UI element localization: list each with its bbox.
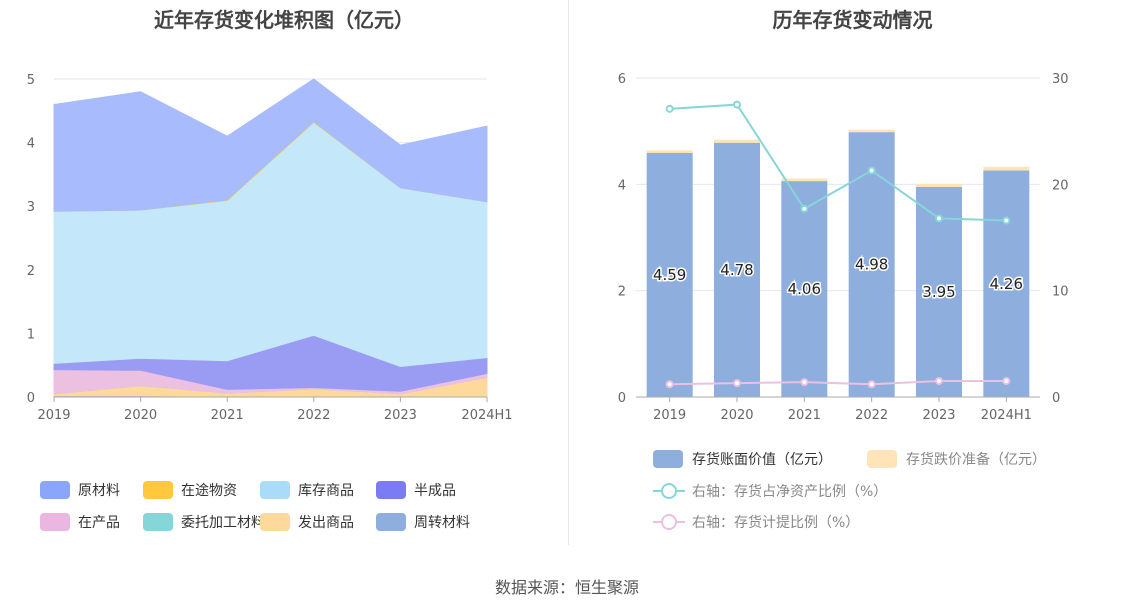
legend-line-marker: [661, 483, 677, 499]
bar-provision: [916, 183, 962, 187]
bar-provision: [983, 166, 1030, 171]
line-series-右轴：存货计提比例（%）: [669, 380, 1007, 386]
y-tick-label: 2: [618, 285, 626, 300]
legend-swatch-在途物资: [143, 481, 173, 499]
legend-label: 在产品: [78, 515, 120, 531]
x-tick-label: 2023: [384, 408, 417, 423]
x-tick-label: 2020: [124, 408, 157, 423]
legend-swatch-半成品: [376, 481, 406, 499]
legend-label: 发出商品: [298, 515, 354, 531]
line-point: [800, 378, 809, 387]
legend-label: 周转材料: [414, 515, 470, 531]
line-point: [800, 204, 809, 213]
stacked-area-chart-panel: 近年存货变化堆积图（亿元） 0 1 2 3 4 5 2019 2020 2021 2022 2023…: [0, 0, 568, 545]
x-tick-label: 2024H1: [981, 408, 1032, 423]
y2-tick-label: 10: [1052, 285, 1069, 300]
x-tick-label: 2019: [37, 408, 70, 423]
bar-provision: [848, 129, 895, 133]
legend-label: 半成品: [414, 483, 456, 499]
legend-label: 右轴：存货占净资产比例（%）: [692, 483, 887, 500]
bar-line-chart-panel: 历年存货变动情况 0 2 4 6 0 10 20 30 4.59 4.78 4.06 4.98 3.95…: [571, 0, 1134, 545]
legend-label: 原材料: [78, 483, 120, 499]
line-point: [665, 104, 674, 113]
legend-line-marker: [661, 514, 677, 530]
y-tick-label: 1: [27, 327, 35, 342]
x-tick-label: 2022: [297, 408, 330, 423]
legend-swatch-发出商品: [260, 513, 290, 531]
y-tick-label: 0: [618, 391, 626, 406]
legend-swatch-provision: [867, 450, 897, 468]
x-tick-label: 2021: [788, 408, 821, 423]
line-series-右轴：存货占净资产比例（%）: [669, 103, 1007, 222]
y2-tick-label: 20: [1052, 178, 1069, 193]
legend-swatch-库存商品: [260, 481, 290, 499]
legend-swatch-在产品: [40, 513, 70, 531]
x-tick-label: 2024H1: [461, 408, 512, 423]
line-point: [733, 100, 741, 109]
bar-book-value: [983, 170, 1030, 397]
panel-divider: [568, 0, 569, 545]
y-tick-label: 0: [27, 391, 35, 406]
legend-swatch-周转材料: [376, 513, 406, 531]
y-tick-label: 6: [618, 72, 626, 87]
legend-swatch-委托加工材料: [143, 513, 173, 531]
line-point: [867, 380, 876, 389]
line-point: [867, 166, 876, 175]
legend-label: 存货账面价值（亿元）: [692, 451, 832, 468]
y-tick-label: 5: [27, 73, 35, 88]
y2-tick-label: 30: [1052, 72, 1069, 87]
legend-swatch-book-value: [653, 450, 683, 468]
legend-label: 存货跌价准备（亿元）: [906, 451, 1046, 468]
bar-value-label: 4.59: [653, 266, 686, 284]
legend-label: 委托加工材料: [181, 515, 265, 531]
bar-value-label: 4.06: [788, 280, 821, 298]
x-tick-label: 2019: [653, 408, 686, 423]
right-chart-title: 历年存货变动情况: [772, 8, 933, 32]
line-point: [935, 214, 943, 223]
y2-tick-label: 0: [1052, 391, 1060, 406]
y-tick-label: 4: [618, 178, 626, 193]
bar-provision: [646, 150, 693, 153]
bar-book-value: [714, 142, 760, 397]
bar-book-value: [646, 152, 693, 397]
bar-value-label: 3.95: [922, 283, 955, 301]
y-tick-label: 3: [27, 200, 35, 215]
legend-label: 在途物资: [181, 482, 237, 499]
y-tick-label: 4: [27, 137, 35, 152]
x-tick-label: 2023: [922, 408, 955, 423]
legend-swatch-原材料: [40, 481, 70, 499]
legend-label: 库存商品: [298, 483, 354, 499]
x-tick-label: 2021: [211, 408, 244, 423]
line-point: [665, 380, 674, 389]
bar-provision: [781, 178, 828, 182]
bar-line-chart: 0 2 4 6 0 10 20 30 4.59 4.78 4.06 4.98 3.95 4.26 2019 2…: [618, 72, 1069, 531]
line-point: [935, 377, 943, 386]
bar-value-label: 4.98: [855, 256, 888, 274]
x-tick-label: 2022: [855, 408, 888, 423]
x-tick-label: 2020: [720, 408, 753, 423]
data-source-footer: 数据来源：恒生聚源: [494, 578, 639, 597]
bar-provision: [714, 139, 760, 143]
legend-label: 右轴：存货计提比例（%）: [692, 514, 859, 531]
y-tick-label: 2: [27, 264, 35, 279]
line-point: [1002, 377, 1011, 386]
stacked-area-chart: 0 1 2 3 4 5 2019 2020 2021 2022 2023 2024H1 原材料 在途物资 库…: [27, 73, 513, 531]
bar-value-label: 4.78: [720, 261, 753, 279]
bar-book-value: [848, 132, 895, 398]
bar-book-value: [781, 181, 828, 397]
line-point: [733, 379, 741, 388]
bar-value-label: 4.26: [990, 275, 1023, 293]
line-point: [1002, 216, 1011, 225]
left-chart-title: 近年存货变化堆积图（亿元）: [154, 8, 414, 32]
area-series-原材料: [53, 78, 488, 212]
